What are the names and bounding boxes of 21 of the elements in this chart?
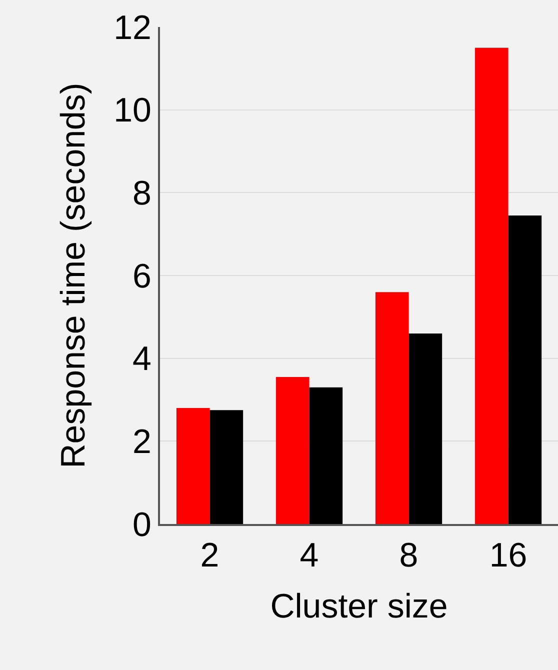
bar [508,215,542,524]
y-tick-label: 2 [132,423,152,462]
y-tick-label: 10 [114,92,152,130]
x-tick-label: 4 [300,536,319,575]
y-tick-label: 8 [132,174,152,213]
bar [176,408,210,524]
x-tick-label: 2 [200,536,220,575]
bar [276,376,310,524]
y-tick-label: 4 [132,340,152,378]
x-axis-title: Cluster size [270,587,448,626]
bar [408,333,442,524]
bar [309,387,343,524]
bar [210,410,244,524]
y-tick-label: 0 [132,506,152,544]
y-tick-label: 12 [114,8,152,47]
y-axis-title: Response time (seconds) [54,82,93,468]
y-tick-label: 6 [132,257,152,296]
x-tick-label: 8 [399,536,418,575]
bar [474,48,508,524]
x-tick-label: 16 [489,536,528,575]
bar [375,292,409,524]
